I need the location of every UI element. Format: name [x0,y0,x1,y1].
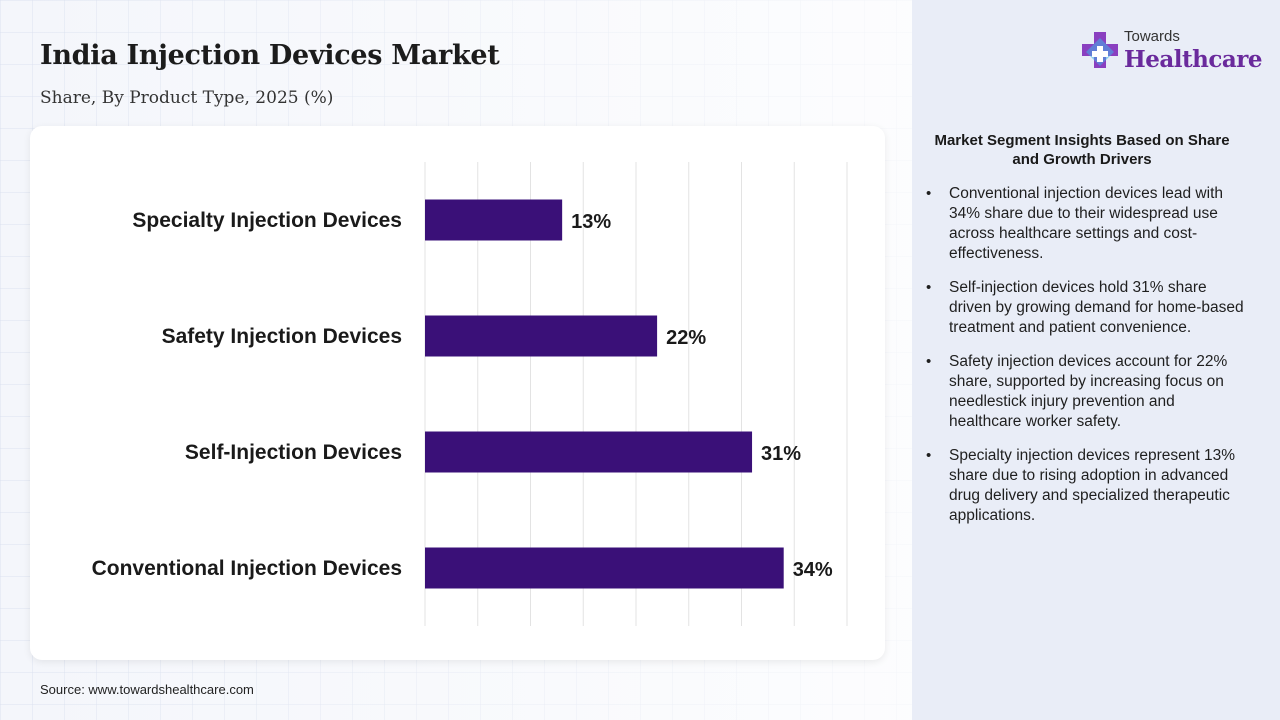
logo-text-healthcare: Healthcare [1124,46,1263,73]
logo-text-towards: Towards [1124,28,1180,45]
source-note: Source: www.towardshealthcare.com [40,682,254,697]
data-label: 13% [571,211,611,233]
chart-card: Specialty Injection Devices 13% Safety Inj… [30,126,885,660]
page-subtitle: Share, By Product Type, 2025 (%) [40,88,334,108]
data-label: 31% [761,443,801,465]
category-label: Safety Injection Devices [162,325,402,348]
insight-item: Safety injection devices account for 22%… [924,352,1244,432]
bar [425,199,563,241]
medical-cross-icon [1082,32,1118,68]
insights-list: Conventional injection devices lead with… [924,184,1244,540]
bar [425,547,784,589]
category-label: Self-Injection Devices [185,441,402,464]
category-label: Conventional Injection Devices [92,557,402,580]
bar [425,315,658,357]
insight-item: Self-injection devices hold 31% share dr… [924,278,1244,338]
brand-logo[interactable]: Towards Healthcare [1080,28,1263,78]
data-label: 34% [793,559,833,581]
category-label: Specialty Injection Devices [132,209,402,232]
bar-chart: Specialty Injection Devices 13% Safety Inj… [92,162,848,626]
page-title: India Injection Devices Market [40,40,500,71]
insights-title: Market Segment Insights Based on Share a… [934,132,1230,168]
data-label: 22% [666,327,706,349]
insight-item: Specialty injection devices represent 13… [924,446,1244,526]
insight-item: Conventional injection devices lead with… [924,184,1244,264]
bar [425,431,753,473]
